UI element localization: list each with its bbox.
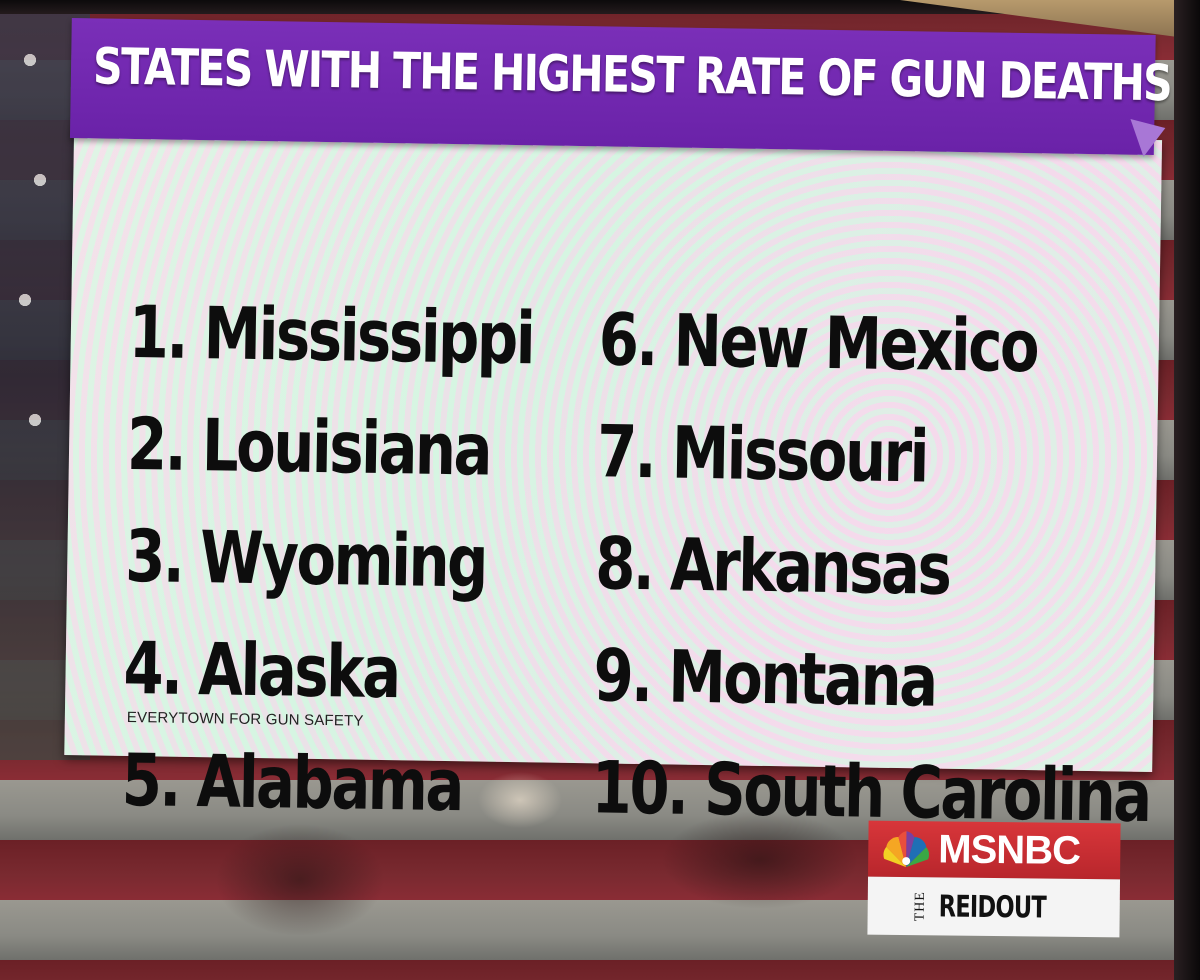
network-bug: MSNBC THE REIDOUT [867,820,1121,940]
state-list-item: 2. Louisiana [126,401,491,492]
list-panel: 1. Mississippi 2. Louisiana 3. Wyoming 4… [64,123,1163,838]
show-prefix: THE [913,891,929,922]
state-list-item: 6. New Mexico [598,297,1038,389]
tv-bezel-top [0,0,1200,14]
show-logo: THE REIDOUT [867,876,1121,938]
show-name: REIDOUT [938,888,1046,926]
peacock-icon [878,827,934,872]
tv-bezel-right [1174,0,1200,980]
network-logo: MSNBC [868,820,1121,880]
state-list-item: 9. Montana [592,633,937,723]
state-list-right: 6. New Mexico 7. Missouri 8. Arkansas 9.… [591,291,1200,862]
graphic-title: STATES WITH THE HIGHEST RATE OF GUN DEAT… [92,37,1172,113]
full-screen-graphic: 1. Mississippi 2. Louisiana 3. Wyoming 4… [60,8,1172,838]
title-bar: STATES WITH THE HIGHEST RATE OF GUN DEAT… [69,17,1172,156]
network-name: MSNBC [938,826,1081,873]
state-list-item: 8. Arkansas [594,521,951,611]
state-list-item: 5. Alabama [121,737,463,828]
state-list-left: 1. Mississippi 2. Louisiana 3. Wyoming 4… [121,284,635,852]
state-list-item: 7. Missouri [596,409,928,499]
state-list-item: 1. Mississippi [128,289,534,381]
state-list-item: 3. Wyoming [124,513,487,604]
